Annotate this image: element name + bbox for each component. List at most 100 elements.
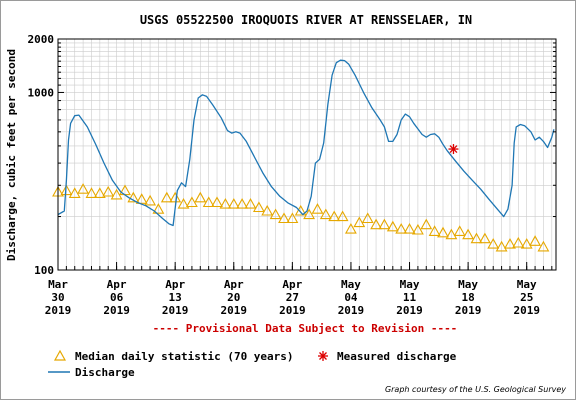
median-point <box>85 187 98 198</box>
median-point <box>437 226 449 238</box>
median-point <box>378 218 391 230</box>
median-point <box>144 194 157 206</box>
x-tick-label: Apr <box>224 278 244 291</box>
y-axis-label: Discharge, cubic feet per second <box>5 49 18 261</box>
axes: Mar302019Apr062019Apr132019Apr202019Apr2… <box>28 33 556 317</box>
median-point <box>344 222 357 234</box>
x-tick-label: 30 <box>51 291 64 304</box>
median-point <box>420 218 433 230</box>
median-point <box>294 204 307 216</box>
median-point <box>520 237 533 249</box>
discharge-series <box>57 59 555 227</box>
median-point <box>286 212 299 224</box>
median-point <box>194 191 207 203</box>
plot-area <box>57 38 557 271</box>
legend: Median daily statistic (70 years) Measur… <box>48 349 457 379</box>
median-point <box>370 218 383 230</box>
x-tick-label: 2019 <box>455 304 482 317</box>
median-point <box>453 225 466 236</box>
median-point <box>227 197 240 209</box>
chart-title: USGS 05522500 IROQUOIS RIVER AT RENSSELA… <box>140 13 472 27</box>
x-tick-label: 25 <box>520 291 533 304</box>
median-point <box>504 237 516 249</box>
median-point <box>529 235 542 246</box>
median-point <box>470 232 483 244</box>
discharge-line <box>57 59 555 227</box>
median-point <box>219 197 232 209</box>
x-tick-label: Apr <box>282 278 302 291</box>
x-tick-label: Apr <box>165 278 185 291</box>
median-point <box>152 203 165 214</box>
median-point <box>252 201 265 213</box>
median-point <box>386 220 399 232</box>
median-point <box>77 183 90 194</box>
provisional-note: ---- Provisional Data Subject to Revisio… <box>153 322 458 335</box>
median-point <box>236 197 249 209</box>
median-point <box>169 191 182 203</box>
legend-measured-marker <box>318 351 328 361</box>
x-tick-label: Apr <box>107 278 127 291</box>
median-point <box>160 191 173 203</box>
median-point <box>261 204 274 216</box>
legend-measured-label: Measured discharge <box>337 350 457 363</box>
median-point <box>211 196 223 208</box>
median-point <box>512 236 525 248</box>
credit-text: Graph courtesy of the U.S. Geological Su… <box>385 385 566 394</box>
x-tick-label: 2019 <box>162 304 189 317</box>
x-tick-label: 2019 <box>221 304 248 317</box>
median-point <box>495 240 508 252</box>
median-point <box>68 187 81 198</box>
median-point <box>278 212 290 224</box>
x-tick-label: 2019 <box>279 304 306 317</box>
x-tick-label: May <box>458 278 478 291</box>
median-point <box>303 208 316 220</box>
x-tick-label: 04 <box>344 291 358 304</box>
legend-discharge-label: Discharge <box>75 366 135 379</box>
median-point <box>353 216 366 228</box>
x-tick-label: 18 <box>461 291 474 304</box>
median-point <box>135 193 148 204</box>
x-tick-label: May <box>517 278 537 291</box>
median-point <box>411 223 424 235</box>
y-tick-label: 2000 <box>28 33 55 46</box>
x-tick-label: 2019 <box>103 304 130 317</box>
x-tick-label: 27 <box>286 291 299 304</box>
median-point <box>311 203 324 214</box>
x-tick-label: May <box>341 278 361 291</box>
x-tick-label: 13 <box>169 291 182 304</box>
median-point <box>487 237 500 249</box>
median-point <box>428 225 441 236</box>
median-point <box>102 185 115 197</box>
median-point <box>60 184 73 196</box>
median-point <box>445 228 458 240</box>
median-point <box>537 240 550 252</box>
median-point <box>110 188 123 200</box>
x-tick-label: 11 <box>403 291 417 304</box>
legend-median-marker <box>53 349 67 361</box>
legend-median-label: Median daily statistic (70 years) <box>75 350 294 363</box>
x-tick-label: 20 <box>227 291 240 304</box>
measured-stroke <box>449 145 458 154</box>
median-point <box>395 222 408 234</box>
x-tick-label: 2019 <box>338 304 365 317</box>
median-point <box>177 197 190 209</box>
x-tick-label: 06 <box>110 291 124 304</box>
measured-series <box>448 144 459 155</box>
x-tick-label: 2019 <box>513 304 540 317</box>
median-point <box>244 197 257 209</box>
grid <box>57 39 556 270</box>
x-tick-label: May <box>400 278 420 291</box>
median-point <box>403 222 416 234</box>
y-tick-label: 100 <box>34 264 54 277</box>
median-point <box>127 191 140 203</box>
median-point <box>319 208 332 220</box>
median-series <box>52 183 550 252</box>
median-point <box>462 228 475 240</box>
x-tick-label: Mar <box>48 278 68 291</box>
median-point <box>269 208 282 220</box>
median-point <box>478 232 491 244</box>
x-tick-label: 2019 <box>396 304 423 317</box>
y-tick-label: 1000 <box>28 86 55 99</box>
measured-point <box>448 144 459 155</box>
